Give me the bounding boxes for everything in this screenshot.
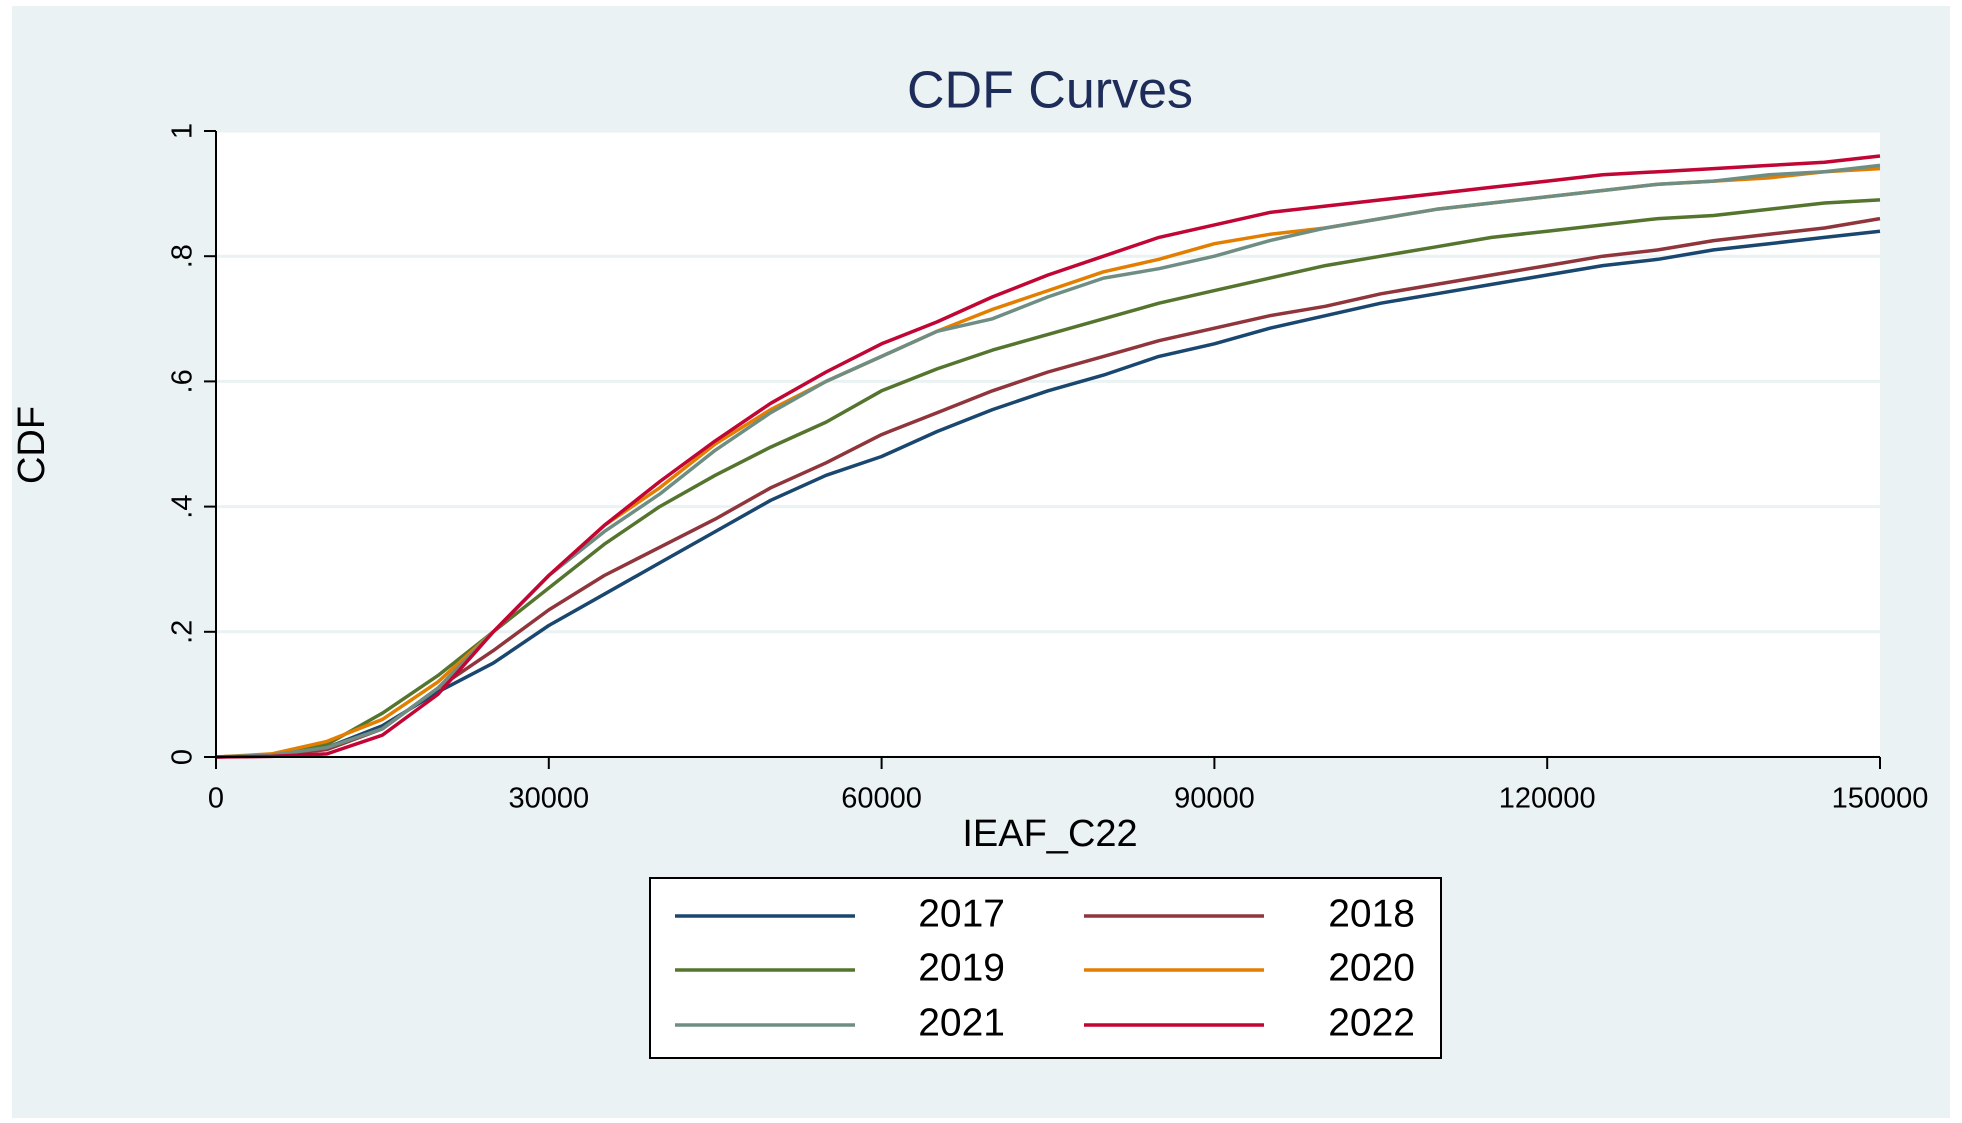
chart-title: CDF Curves xyxy=(907,62,1193,120)
legend-label: 2017 xyxy=(918,892,1005,935)
y-axis-label: CDF xyxy=(11,406,53,484)
y-tick-label: .2 xyxy=(167,620,199,644)
x-tick-label: 0 xyxy=(208,783,224,815)
x-tick-label: 150000 xyxy=(1832,783,1929,815)
legend-label: 2021 xyxy=(918,1001,1005,1044)
x-tick-label: 120000 xyxy=(1499,783,1596,815)
legend-label: 2022 xyxy=(1328,1001,1415,1044)
y-tick-label: 0 xyxy=(167,749,199,765)
x-tick-label: 60000 xyxy=(841,783,922,815)
legend-label: 2020 xyxy=(1328,946,1415,989)
x-axis-label: IEAF_C22 xyxy=(962,813,1137,855)
y-tick-label: .4 xyxy=(167,495,199,519)
legend-label: 2019 xyxy=(918,946,1005,989)
legend-label: 2018 xyxy=(1328,892,1415,935)
y-tick-label: 1 xyxy=(167,123,199,139)
y-tick-label: .8 xyxy=(167,244,199,268)
marks xyxy=(215,129,1881,759)
series-line xyxy=(215,216,1881,759)
x-tick-label: 30000 xyxy=(508,783,589,815)
series-line xyxy=(215,229,1881,759)
series-line xyxy=(215,154,1881,759)
x-tick-label: 90000 xyxy=(1174,783,1255,815)
y-tick-label: .6 xyxy=(167,369,199,393)
legend-box xyxy=(649,877,1442,1059)
